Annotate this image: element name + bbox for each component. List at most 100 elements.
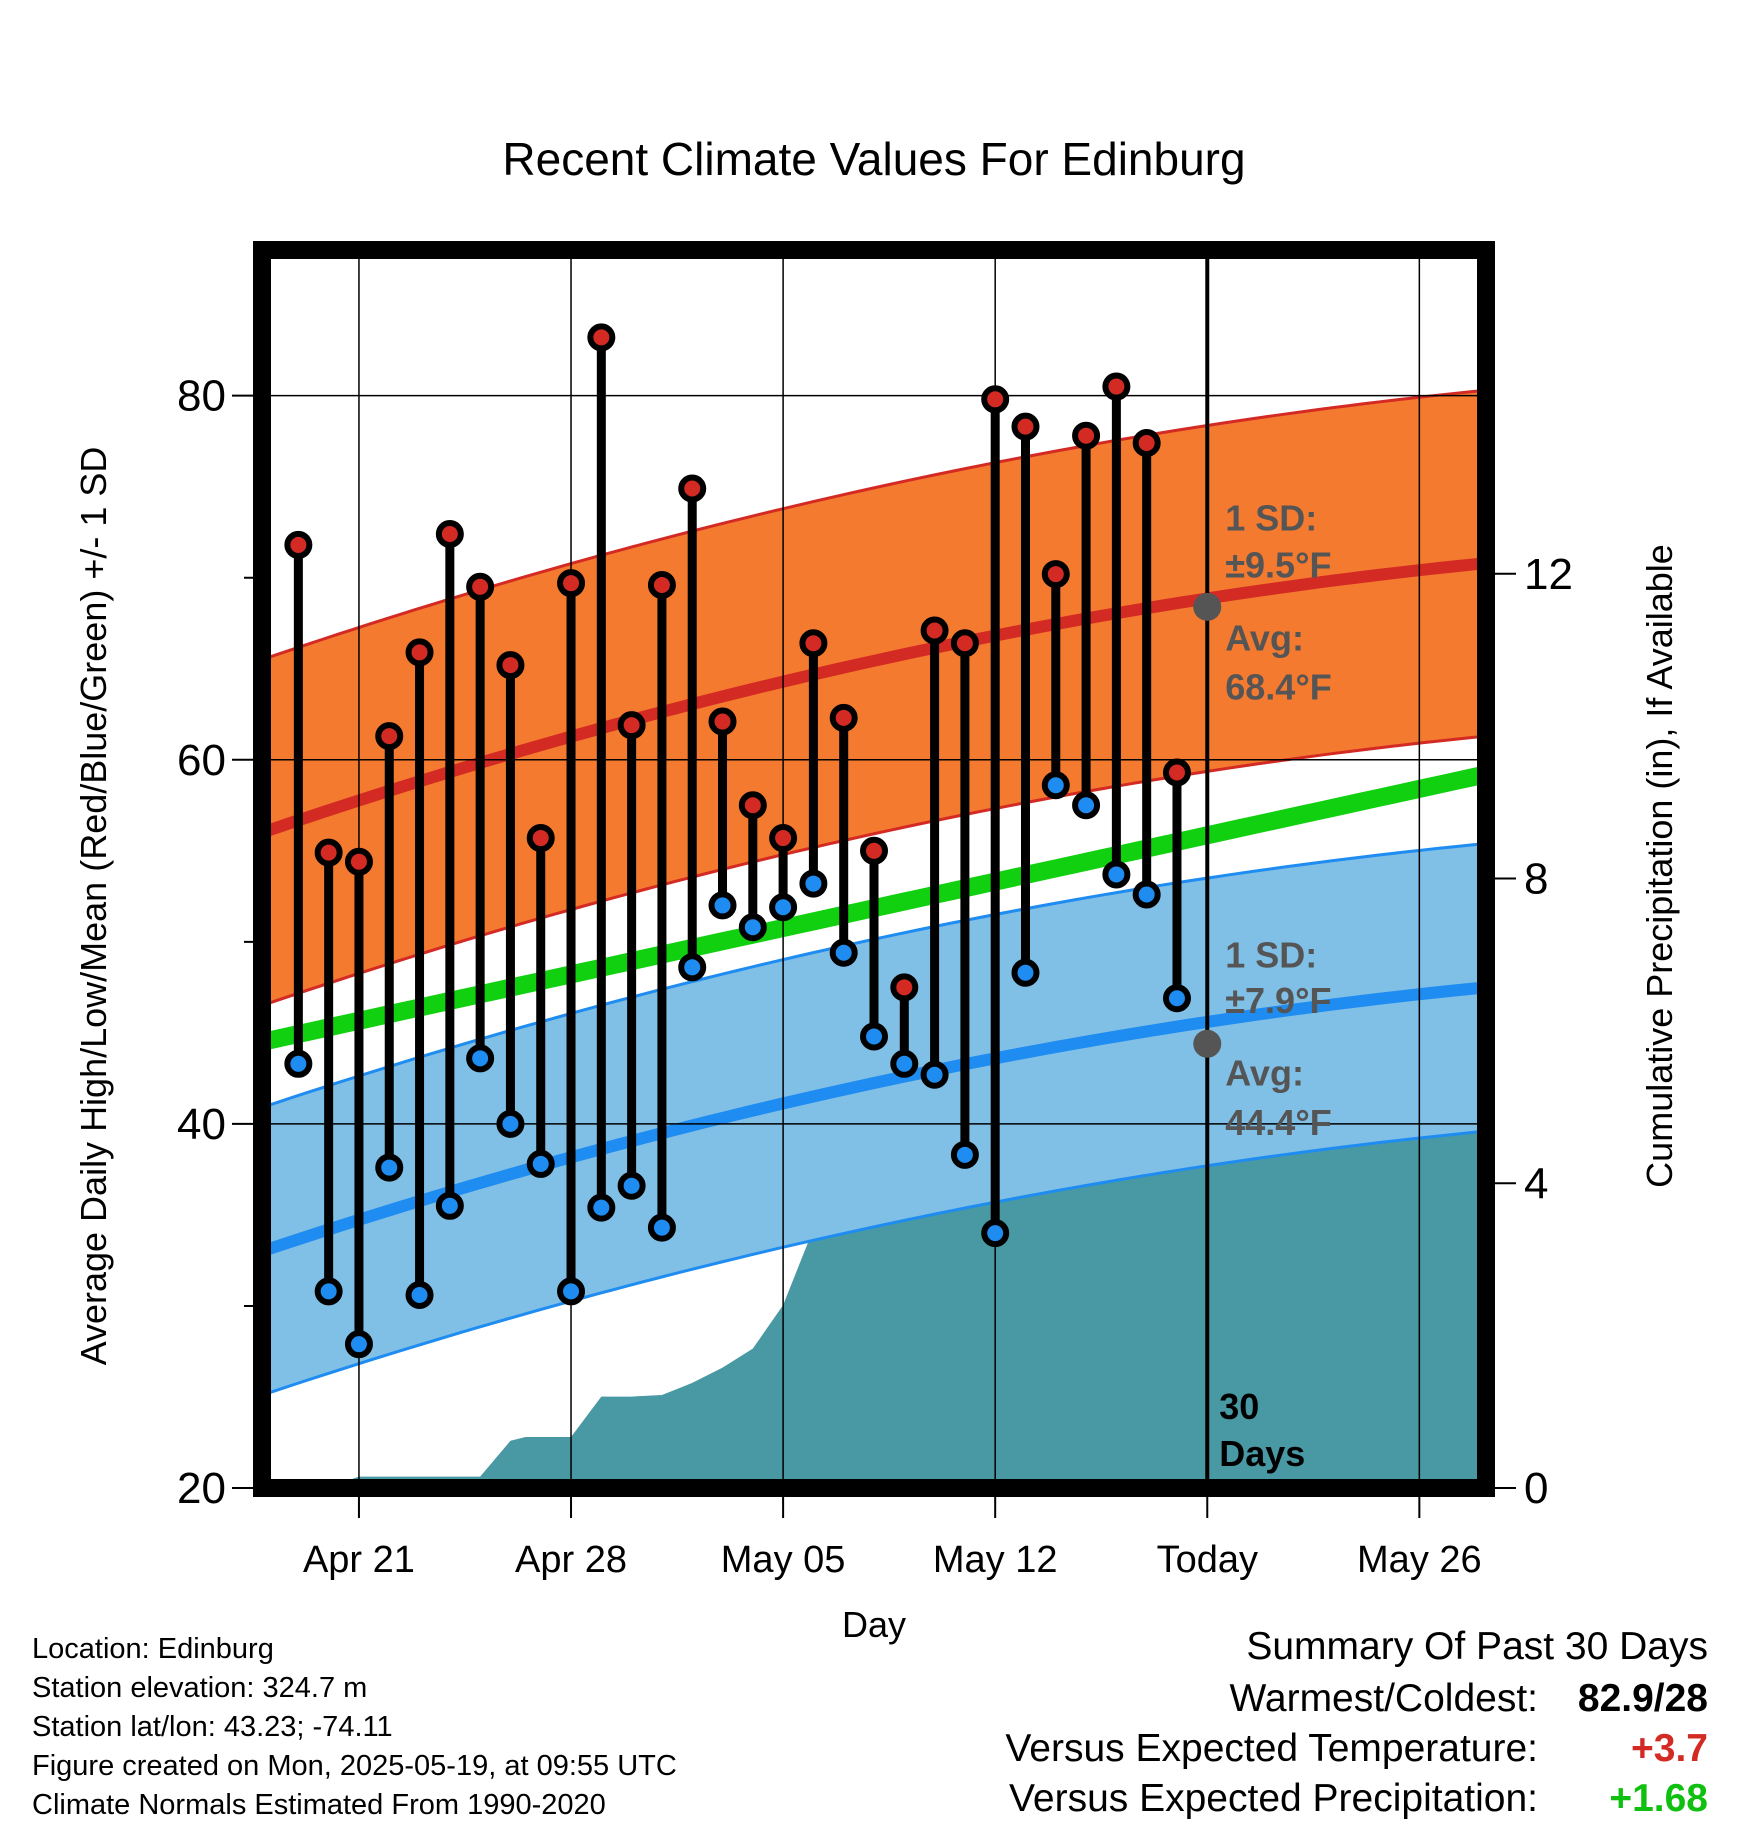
observed-high-point [557, 569, 586, 598]
high-sd-value: ±9.5°F [1225, 545, 1331, 586]
chart-title: Recent Climate Values For Edinburg [502, 133, 1245, 185]
plot-frame [253, 241, 1495, 1497]
temp-departure-row: Versus Expected Temperature: +3.7 [1005, 1724, 1708, 1774]
warm-cold-label: Warmest/Coldest: [1229, 1677, 1538, 1720]
observed-high-point [344, 847, 373, 876]
observed-high-point [587, 323, 616, 352]
temp-departure-label: Versus Expected Temperature: [1005, 1727, 1538, 1770]
created-text: Figure created on Mon, 2025-05-19, at 09… [32, 1750, 677, 1782]
observed-low-point [678, 953, 707, 982]
high-sd-band-upper-edge [262, 388, 1486, 662]
observed-low-point [647, 1213, 676, 1242]
observed-low-point [466, 1044, 495, 1073]
high-sd-label: 1 SD: [1225, 497, 1317, 538]
high-avg-label: Avg: [1225, 618, 1304, 659]
observed-low-point [284, 1049, 313, 1078]
x-tick-label: May 12 [933, 1539, 1058, 1581]
observed-low-point [738, 913, 767, 942]
warm-cold-value: 82.9/28 [1577, 1677, 1708, 1720]
observed-low-point [526, 1149, 555, 1178]
observed-low-point [1072, 791, 1101, 820]
x-tick-label: Apr 21 [303, 1539, 415, 1581]
window-label-unit: Days [1219, 1433, 1305, 1474]
observed-high-point [1102, 372, 1131, 401]
x-tick-label: Today [1157, 1539, 1258, 1581]
observed-low-point [557, 1277, 586, 1306]
low-sd-band-lower-edge [262, 1129, 1486, 1397]
observed-high-point [708, 707, 737, 736]
normal-high-line [262, 557, 1486, 839]
low-sd-label: 1 SD: [1225, 934, 1317, 975]
observed-high-point [890, 973, 919, 1002]
observed-high-point [920, 616, 949, 645]
observed-low-point [1102, 860, 1131, 889]
high-avg-value: 68.4°F [1225, 667, 1331, 708]
observed-high-point [496, 651, 525, 680]
observed-low-point [981, 1219, 1010, 1248]
normal-low-line [262, 981, 1486, 1258]
station-info: Location: Edinburg Station elevation: 32… [32, 1630, 677, 1825]
y-tick-label: 20 [177, 1464, 226, 1513]
x-tick-label: Apr 28 [515, 1539, 627, 1581]
observed-low-point [344, 1330, 373, 1359]
observed-high-point [1132, 428, 1161, 457]
y2-axis-label: Cumulative Precipitation (in), If Availa… [1639, 544, 1680, 1188]
low-avg-label: Avg: [1225, 1053, 1304, 1094]
y-axis-label: Average Daily High/Low/Mean (Red/Blue/Gr… [73, 447, 114, 1366]
observed-high-point [950, 629, 979, 658]
observed-low-point [920, 1060, 949, 1089]
precip-departure-row: Versus Expected Precipitation: +1.68 [1005, 1774, 1708, 1824]
observed-high-point [435, 520, 464, 549]
observed-low-point [314, 1277, 343, 1306]
low-avg-value: 44.4°F [1225, 1102, 1331, 1143]
elevation-text: Station elevation: 324.7 m [32, 1672, 368, 1704]
observed-high-point [647, 570, 676, 599]
observed-low-point [1132, 880, 1161, 909]
observed-low-point [375, 1153, 404, 1182]
observed-low-point [708, 891, 737, 920]
summary-panel: Summary Of Past 30 Days Warmest/Coldest:… [1005, 1622, 1708, 1824]
observed-high-point [829, 703, 858, 732]
observed-high-point [466, 572, 495, 601]
warm-cold-row: Warmest/Coldest: 82.9/28 [1005, 1674, 1708, 1724]
precip-departure-value: +1.68 [1609, 1777, 1708, 1820]
observed-low-point [587, 1193, 616, 1222]
observed-low-point [769, 893, 798, 922]
observed-high-point [738, 791, 767, 820]
window-label-count: 30 [1219, 1386, 1259, 1427]
plot-area: 1 SD: ±9.5°F Avg: 68.4°F 1 SD: ±7.9°F Avg: 44.4… [177, 241, 1573, 1581]
observed-low-point [950, 1140, 979, 1169]
low-sd-value: ±7.9°F [1225, 980, 1331, 1021]
observed-low-point [829, 938, 858, 967]
observed-high-point [678, 474, 707, 503]
today-high-avg-marker [1193, 592, 1222, 621]
observed-low-point [1162, 984, 1191, 1013]
observed-high-point [769, 824, 798, 853]
y-tick-label: 80 [177, 372, 226, 421]
observed-low-point [1041, 771, 1070, 800]
precipitation-area [328, 1084, 1486, 1488]
observed-low-point [435, 1191, 464, 1220]
latlon-text: Station lat/lon: 43.23; -74.11 [32, 1711, 393, 1743]
location-text: Location: Edinburg [32, 1633, 274, 1665]
observed-low-point [1011, 958, 1040, 987]
observed-low-point [496, 1109, 525, 1138]
observed-low-point [405, 1281, 434, 1310]
observed-high-point [375, 722, 404, 751]
observed-low-point [890, 1049, 919, 1078]
y-tick-label: 60 [177, 736, 226, 785]
x-tick-label: May 26 [1357, 1539, 1482, 1581]
x-axis-label: Day [842, 1604, 906, 1645]
precip-departure-label: Versus Expected Precipitation: [1009, 1777, 1538, 1820]
observed-high-point [1011, 412, 1040, 441]
normals-text: Climate Normals Estimated From 1990-2020 [32, 1789, 606, 1821]
observed-high-point [1162, 758, 1191, 787]
observed-high-point [799, 629, 828, 658]
observed-high-point [526, 824, 555, 853]
y-tick-label: 40 [177, 1100, 226, 1149]
observed-low-point [799, 869, 828, 898]
observed-low-point [860, 1022, 888, 1051]
observed-high-point [314, 838, 343, 867]
observed-high-point [617, 711, 646, 740]
